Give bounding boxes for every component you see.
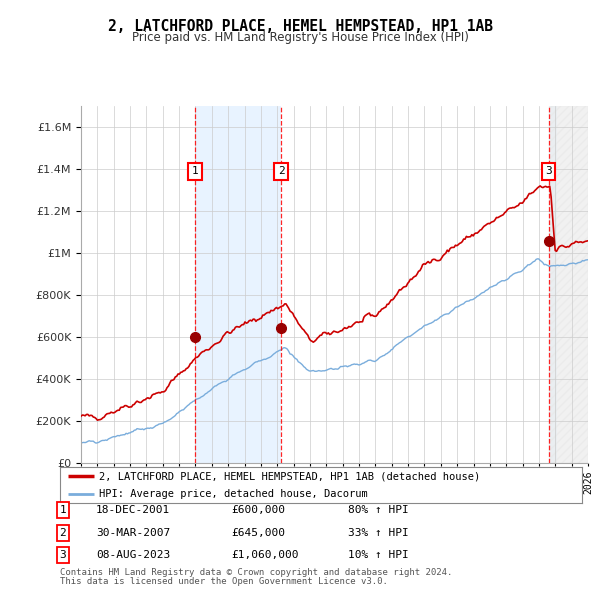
HPI: Average price, detached house, Dacorum: (2.01e+03, 4.6e+05): Average price, detached house, Dacorum: … [337,363,344,370]
2, LATCHFORD PLACE, HEMEL HEMPSTEAD, HP1 1AB (detached house) [337,327,344,335]
Bar [549,106,557,463]
HPI: Average price, detached house, Dacorum: (2.03e+03, 9.69e+05): Average price, detached house, Dacorum: … [584,256,592,263]
Text: HPI: Average price, detached house, Dacorum: HPI: Average price, detached house, Daco… [99,489,368,499]
2, LATCHFORD PLACE, HEMEL HEMPSTEAD, HP1 1AB (detached house) [162,387,169,394]
Text: 18-DEC-2001: 18-DEC-2001 [96,506,170,515]
Text: £645,000: £645,000 [231,528,285,537]
Text: 3: 3 [545,166,552,176]
Text: 3: 3 [59,550,67,560]
Bar [549,106,588,463]
Text: 80% ↑ HPI: 80% ↑ HPI [348,506,409,515]
HPI: Average price, detached house, Dacorum: (2e+03, 1.66e+05): Average price, detached house, Dacorum: … [143,425,150,432]
Text: 2: 2 [59,528,67,537]
HPI: Average price, detached house, Dacorum: (2.02e+03, 9.73e+05): Average price, detached house, Dacorum: … [534,255,541,263]
Text: 30-MAR-2007: 30-MAR-2007 [96,528,170,537]
2, LATCHFORD PLACE, HEMEL HEMPSTEAD, HP1 1AB (detached house) [143,395,150,402]
Text: 1: 1 [191,166,198,176]
2, LATCHFORD PLACE, HEMEL HEMPSTEAD, HP1 1AB (detached house) [94,417,101,424]
2, LATCHFORD PLACE, HEMEL HEMPSTEAD, HP1 1AB (detached house) [536,182,544,189]
Bar [195,106,281,463]
Text: Contains HM Land Registry data © Crown copyright and database right 2024.: Contains HM Land Registry data © Crown c… [60,568,452,577]
Text: 10% ↑ HPI: 10% ↑ HPI [348,550,409,560]
Text: 2: 2 [278,166,284,176]
HPI: Average price, detached house, Dacorum: (2e+03, 9.54e+04): Average price, detached house, Dacorum: … [92,440,100,447]
Text: £1,060,000: £1,060,000 [231,550,299,560]
2, LATCHFORD PLACE, HEMEL HEMPSTEAD, HP1 1AB (detached house) [584,237,592,244]
Text: 2, LATCHFORD PLACE, HEMEL HEMPSTEAD, HP1 1AB: 2, LATCHFORD PLACE, HEMEL HEMPSTEAD, HP1… [107,19,493,34]
HPI: Average price, detached house, Dacorum: (2e+03, 1.97e+05): Average price, detached house, Dacorum: … [162,418,169,425]
Text: 1: 1 [59,506,67,515]
HPI: Average price, detached house, Dacorum: (2.03e+03, 9.56e+05): Average price, detached house, Dacorum: … [576,259,583,266]
HPI: Average price, detached house, Dacorum: (2.02e+03, 7.35e+05): Average price, detached house, Dacorum: … [451,306,458,313]
Text: 08-AUG-2023: 08-AUG-2023 [96,550,170,560]
Text: This data is licensed under the Open Government Licence v3.0.: This data is licensed under the Open Gov… [60,578,388,586]
2, LATCHFORD PLACE, HEMEL HEMPSTEAD, HP1 1AB (detached house) [77,412,85,419]
Text: 33% ↑ HPI: 33% ↑ HPI [348,528,409,537]
Text: Price paid vs. HM Land Registry's House Price Index (HPI): Price paid vs. HM Land Registry's House … [131,31,469,44]
2, LATCHFORD PLACE, HEMEL HEMPSTEAD, HP1 1AB (detached house) [250,316,257,323]
2, LATCHFORD PLACE, HEMEL HEMPSTEAD, HP1 1AB (detached house) [576,238,583,245]
Text: £600,000: £600,000 [231,506,285,515]
Line: HPI: Average price, detached house, Dacorum: HPI: Average price, detached house, Daco… [81,259,588,443]
HPI: Average price, detached house, Dacorum: (2e+03, 9.84e+04): Average price, detached house, Dacorum: … [77,439,85,446]
2, LATCHFORD PLACE, HEMEL HEMPSTEAD, HP1 1AB (detached house) [451,244,458,251]
Line: 2, LATCHFORD PLACE, HEMEL HEMPSTEAD, HP1 1AB (detached house): 2, LATCHFORD PLACE, HEMEL HEMPSTEAD, HP1… [81,186,588,420]
HPI: Average price, detached house, Dacorum: (2.01e+03, 4.73e+05): Average price, detached house, Dacorum: … [250,360,257,368]
Text: 2, LATCHFORD PLACE, HEMEL HEMPSTEAD, HP1 1AB (detached house): 2, LATCHFORD PLACE, HEMEL HEMPSTEAD, HP1… [99,471,481,481]
